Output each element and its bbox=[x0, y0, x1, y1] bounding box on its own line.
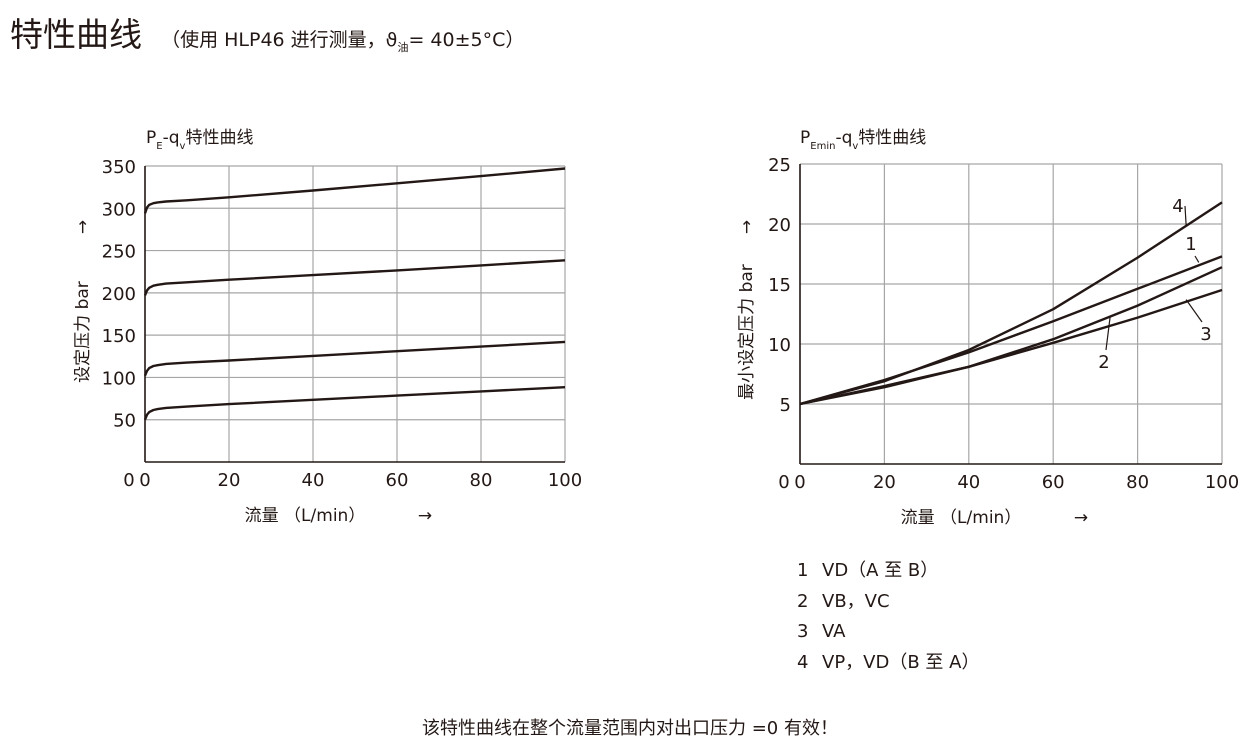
y-axis-arrow: → bbox=[73, 220, 93, 234]
y-tick-label: 350 bbox=[102, 157, 136, 178]
legend-text: VA bbox=[822, 621, 846, 642]
x-tick-label: 80 bbox=[1126, 472, 1149, 493]
y-tick-label: 300 bbox=[102, 199, 136, 220]
y-tick-label: 200 bbox=[102, 284, 136, 305]
origin-tick-label: 0 bbox=[123, 470, 134, 491]
legend-text: VD（A 至 B） bbox=[822, 560, 939, 581]
legend-text: VB，VC bbox=[822, 590, 890, 612]
chart-title-part: -q bbox=[163, 128, 180, 148]
legend-item: 4 VP，VD（B 至 A） bbox=[797, 648, 979, 679]
series-line-2 bbox=[143, 340, 566, 377]
origin-tick-label: 0 bbox=[778, 472, 789, 493]
x-tick-label: 40 bbox=[957, 472, 980, 493]
series-line-1 bbox=[143, 386, 566, 421]
series-line-3 bbox=[799, 288, 1223, 406]
y-tick-label: 25 bbox=[768, 155, 791, 176]
legend: 1 VD（A 至 B） 2 VB，VC 3 VA 4 VP，VD（B 至 A） bbox=[797, 556, 979, 678]
x-tick-label: 0 bbox=[794, 472, 805, 493]
page-title: 特性曲线 bbox=[10, 15, 142, 54]
curve-number-label: 2 bbox=[1098, 352, 1109, 373]
series-line-4 bbox=[143, 167, 566, 214]
y-tick-label: 10 bbox=[768, 335, 791, 356]
x-tick-label: 20 bbox=[873, 472, 896, 493]
y-tick-label: 150 bbox=[102, 326, 136, 347]
x-tick-label: 60 bbox=[1042, 472, 1065, 493]
legend-num: 2 bbox=[797, 590, 809, 612]
page-subtitle-subscript: 油 bbox=[397, 40, 409, 54]
y-tick-label: 15 bbox=[768, 275, 791, 296]
chart-title-subscript: Emin bbox=[810, 141, 835, 152]
footnote: 该特性曲线在整个流量范围内对出口压力 =0 有效！ bbox=[422, 718, 838, 739]
curve-leader-line bbox=[1184, 205, 1187, 226]
curve-leader-line bbox=[1105, 316, 1111, 351]
curve-leader-line bbox=[1194, 255, 1200, 263]
page-subtitle-part-a: （使用 HLP46 进行测量，ϑ bbox=[161, 29, 398, 51]
page-subtitle-part-b: = 40±5°C） bbox=[408, 29, 525, 51]
page-header: 特性曲线 （使用 HLP46 进行测量，ϑ油= 40±5°C） bbox=[10, 8, 524, 56]
chart-left: PE-qv特性曲线 0 20 40 60 80 100 0 50 100 150 200 250 300 3… bbox=[73, 128, 582, 526]
y-tick-label: 250 bbox=[102, 242, 136, 263]
chart-title-subscript: E bbox=[156, 141, 162, 152]
chart-right: PEmin-qv特性曲线 0 20 40 60 80 100 0 5 10 15 20 25 流量 （L/… bbox=[737, 128, 1239, 528]
x-tick-label: 100 bbox=[1205, 472, 1239, 493]
chart-title-part: 特性曲线 bbox=[858, 128, 926, 148]
x-tick-label: 40 bbox=[302, 470, 325, 491]
legend-num: 3 bbox=[797, 621, 809, 642]
chart-title-part: 特性曲线 bbox=[185, 128, 253, 148]
curve-number-label: 1 bbox=[1185, 234, 1196, 255]
y-axis-label: 最小设定压力 bar bbox=[737, 264, 757, 400]
x-tick-label: 20 bbox=[218, 470, 241, 491]
y-axis-label: 设定压力 bar bbox=[73, 281, 93, 383]
page-subtitle: （使用 HLP46 进行测量，ϑ油= 40±5°C） bbox=[161, 29, 525, 54]
legend-text: VP，VD（B 至 A） bbox=[822, 651, 980, 673]
x-axis-arrow: → bbox=[418, 506, 432, 526]
series-line-4 bbox=[799, 201, 1223, 406]
x-tick-label: 0 bbox=[139, 470, 150, 491]
y-tick-label: 50 bbox=[113, 411, 136, 432]
x-tick-label: 100 bbox=[548, 470, 582, 491]
x-axis-arrow: → bbox=[1074, 508, 1088, 528]
series-line-3 bbox=[143, 259, 566, 296]
chart-title: PEmin-qv特性曲线 bbox=[800, 128, 926, 152]
legend-num: 4 bbox=[797, 651, 809, 673]
legend-item: 3 VA bbox=[797, 617, 979, 648]
legend-num: 1 bbox=[797, 560, 809, 581]
x-tick-label: 80 bbox=[470, 470, 493, 491]
chart-title-part: P bbox=[800, 128, 810, 148]
chart-title-part: -q bbox=[835, 128, 852, 148]
curve-leader-line bbox=[1185, 299, 1203, 323]
chart-title-subscript: v bbox=[180, 141, 186, 152]
y-tick-label: 5 bbox=[780, 395, 791, 416]
x-tick-label: 60 bbox=[386, 470, 409, 491]
legend-item: 2 VB，VC bbox=[797, 587, 979, 618]
y-axis-arrow: → bbox=[737, 220, 757, 234]
x-axis-label: 流量 （L/min） bbox=[901, 508, 1022, 528]
x-axis-label: 流量 （L/min） bbox=[245, 506, 366, 526]
chart-title-subscript: v bbox=[852, 141, 858, 152]
chart-title-part: P bbox=[146, 128, 156, 148]
curve-number-label: 3 bbox=[1200, 324, 1211, 345]
legend-item: 1 VD（A 至 B） bbox=[797, 556, 979, 587]
chart-title: PE-qv特性曲线 bbox=[146, 128, 253, 152]
y-tick-label: 20 bbox=[768, 215, 791, 236]
curve-number-label: 4 bbox=[1172, 196, 1183, 217]
y-tick-label: 100 bbox=[102, 368, 136, 389]
